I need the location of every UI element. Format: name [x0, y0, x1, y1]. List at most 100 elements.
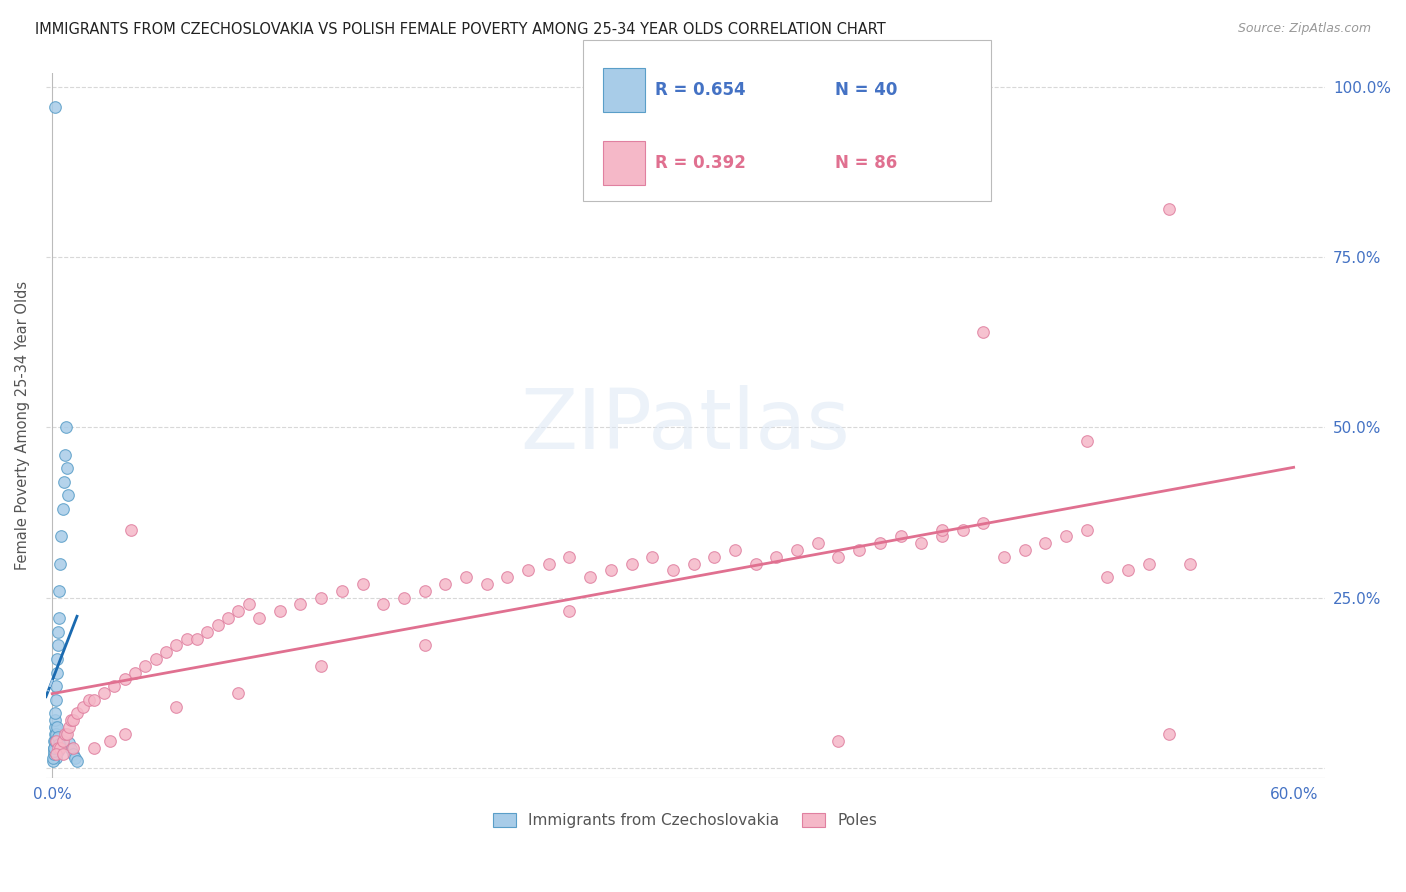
- Point: [703, 549, 725, 564]
- Point: [44, 727, 66, 741]
- Point: [269, 604, 291, 618]
- Point: [1076, 523, 1098, 537]
- Legend: Immigrants from Czechoslovakia, Poles: Immigrants from Czechoslovakia, Poles: [486, 806, 883, 834]
- Point: [66, 706, 89, 721]
- Point: [889, 529, 911, 543]
- Point: [599, 563, 621, 577]
- Point: [330, 583, 353, 598]
- Point: [682, 557, 704, 571]
- Point: [972, 516, 994, 530]
- Point: [42, 751, 65, 765]
- Text: N = 86: N = 86: [835, 154, 897, 172]
- Point: [931, 529, 953, 543]
- Point: [145, 652, 167, 666]
- Point: [1116, 563, 1139, 577]
- Point: [1178, 557, 1201, 571]
- Point: [55, 727, 77, 741]
- Point: [972, 325, 994, 339]
- Point: [51, 529, 73, 543]
- Point: [165, 638, 187, 652]
- Point: [56, 488, 79, 502]
- Y-axis label: Female Poverty Among 25-34 Year Olds: Female Poverty Among 25-34 Year Olds: [15, 281, 30, 570]
- Point: [42, 747, 65, 762]
- Point: [558, 604, 581, 618]
- Point: [931, 523, 953, 537]
- Point: [49, 557, 72, 571]
- Point: [454, 570, 477, 584]
- Point: [44, 740, 66, 755]
- Point: [44, 100, 66, 114]
- Point: [475, 577, 498, 591]
- Point: [207, 618, 229, 632]
- Point: [309, 658, 332, 673]
- Point: [848, 543, 870, 558]
- Point: [134, 658, 156, 673]
- Point: [373, 598, 395, 612]
- Point: [238, 598, 260, 612]
- Point: [392, 591, 415, 605]
- Point: [827, 549, 849, 564]
- Point: [66, 754, 89, 768]
- Point: [45, 727, 67, 741]
- Point: [45, 747, 67, 762]
- Point: [176, 632, 198, 646]
- Point: [352, 577, 374, 591]
- Point: [72, 699, 94, 714]
- Point: [42, 740, 65, 755]
- Point: [51, 747, 73, 762]
- Point: [51, 733, 73, 747]
- Point: [103, 679, 125, 693]
- Point: [52, 475, 75, 489]
- Point: [620, 557, 643, 571]
- Point: [1097, 570, 1119, 584]
- Point: [62, 714, 84, 728]
- Point: [93, 686, 115, 700]
- Point: [662, 563, 685, 577]
- Point: [579, 570, 602, 584]
- Point: [1054, 529, 1077, 543]
- Point: [44, 720, 66, 734]
- Point: [53, 727, 76, 741]
- Point: [413, 583, 436, 598]
- Point: [1033, 536, 1056, 550]
- Point: [48, 744, 70, 758]
- Text: Source: ZipAtlas.com: Source: ZipAtlas.com: [1237, 22, 1371, 36]
- Point: [744, 557, 766, 571]
- Point: [62, 740, 84, 755]
- Point: [496, 570, 519, 584]
- Point: [49, 737, 72, 751]
- Point: [83, 740, 105, 755]
- Point: [45, 693, 67, 707]
- Point: [641, 549, 664, 564]
- Point: [45, 733, 67, 747]
- Point: [1014, 543, 1036, 558]
- Text: ZIPatlas: ZIPatlas: [520, 385, 851, 467]
- Point: [44, 706, 66, 721]
- Point: [952, 523, 974, 537]
- Text: R = 0.392: R = 0.392: [655, 154, 747, 172]
- Point: [1159, 727, 1181, 741]
- Point: [48, 740, 70, 755]
- Point: [53, 448, 76, 462]
- Point: [537, 557, 560, 571]
- Point: [165, 699, 187, 714]
- Point: [827, 733, 849, 747]
- Point: [124, 665, 146, 680]
- Text: IMMIGRANTS FROM CZECHOSLOVAKIA VS POLISH FEMALE POVERTY AMONG 25-34 YEAR OLDS CO: IMMIGRANTS FROM CZECHOSLOVAKIA VS POLISH…: [35, 22, 886, 37]
- Point: [1076, 434, 1098, 448]
- Point: [59, 742, 82, 756]
- Point: [44, 733, 66, 747]
- Point: [46, 638, 69, 652]
- Point: [58, 736, 80, 750]
- Point: [765, 549, 787, 564]
- Point: [993, 549, 1015, 564]
- Point: [155, 645, 177, 659]
- Point: [724, 543, 747, 558]
- Point: [55, 461, 77, 475]
- Point: [45, 751, 67, 765]
- Text: R = 0.654: R = 0.654: [655, 81, 745, 99]
- Point: [114, 673, 136, 687]
- Point: [228, 686, 250, 700]
- Point: [217, 611, 239, 625]
- Point: [413, 638, 436, 652]
